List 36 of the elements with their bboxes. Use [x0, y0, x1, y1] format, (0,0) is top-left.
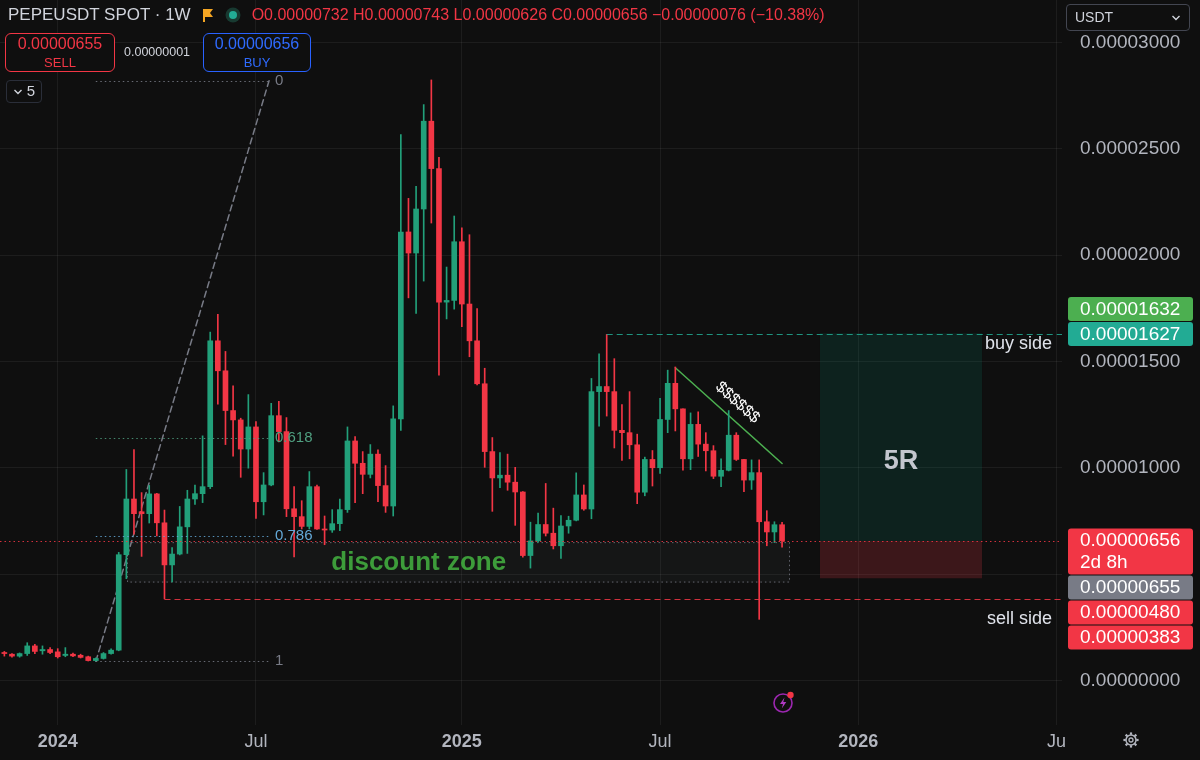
x-tick-label: Ju: [1047, 730, 1067, 751]
ref-line-label: 0.00000656 2d 8h: [1080, 529, 1181, 573]
annotation: 5: [26, 82, 36, 100]
sell-button: 0.00000655 SELL: [5, 33, 115, 72]
y-tick-label: 0.00003000: [1080, 30, 1181, 52]
ref-line-label: 0.00000383: [1080, 626, 1181, 648]
y-tick-label: 0.00001000: [1080, 455, 1181, 477]
y-tick-label: 0.00000000: [1080, 668, 1181, 690]
y-tick-label: 0.00001500: [1080, 349, 1181, 371]
annotation: buy side: [984, 333, 1052, 354]
band-label: discount zone: [331, 545, 507, 576]
annotation: BUY: [243, 54, 271, 70]
band-label: 5R: [883, 445, 919, 476]
x-tick-label: 2026: [838, 730, 879, 751]
x-tick-label: 2024: [37, 730, 78, 751]
annotation: 0.00000656: [214, 35, 300, 53]
text: 0.00001632: [1080, 297, 1181, 319]
chart-title: PEPEUSDT SPOT · 1W: [8, 5, 191, 25]
currency-dropdown: USDT: [1066, 4, 1190, 31]
y-tick-label: 0.00002000: [1080, 243, 1181, 265]
dropdown: 5: [6, 80, 42, 103]
annotation: sell side: [986, 608, 1052, 629]
annotation: 0.00000001: [124, 45, 191, 60]
chart-subtitle: O0.00000732 H0.00000743 L0.00000626 C0.00000656 −0.00000076 (−10.38%): [251, 6, 825, 24]
x-tick-label: Jul: [244, 730, 268, 751]
annotation: SELL: [44, 54, 76, 70]
x-tick-label: 2025: [441, 730, 482, 751]
annotation: 1: [275, 651, 284, 669]
y-tick-label: 0.00002500: [1080, 137, 1181, 159]
buy-button: 0.00000656 BUY: [203, 33, 311, 72]
x-tick-label: Jul: [648, 730, 672, 751]
text: 0.00000655: [1080, 576, 1181, 598]
annotation: 0.00000655: [17, 35, 103, 53]
annotation: 0: [275, 70, 284, 88]
text: 0.00000480: [1080, 601, 1181, 623]
ref-line-label: 0.00001627: [1080, 322, 1181, 344]
